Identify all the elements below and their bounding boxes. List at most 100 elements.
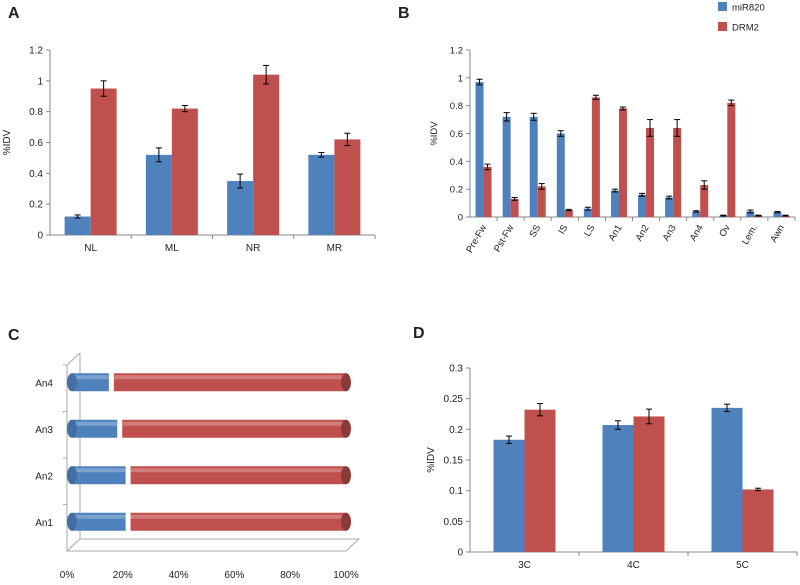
bar-mir820-an1 — [610, 190, 619, 217]
y-tick-label: 0.15 — [444, 456, 464, 467]
y-tick-label: An3 — [35, 425, 53, 436]
cylinder-cap-left — [67, 466, 77, 485]
bar-mir820-5c — [711, 407, 743, 552]
y-axis-title: %IDV — [426, 447, 437, 473]
x-tick-label: An1 — [607, 223, 625, 243]
bar-drm2-an4 — [700, 184, 709, 217]
cylinder-highlight — [72, 421, 118, 426]
bar-mir820-nl — [64, 216, 91, 235]
bar-mir820-an2 — [638, 194, 647, 217]
y-tick-label: 0.2 — [29, 200, 43, 211]
y-tick-label: 0 — [458, 213, 463, 224]
x-tick-label: 100% — [333, 570, 359, 581]
cylinder-cap-left — [67, 419, 77, 438]
bar-drm2-ml — [171, 108, 198, 235]
y-tick-label: 1 — [458, 73, 463, 84]
y-tick-label: 0.05 — [444, 517, 464, 528]
bar-drm2-is — [564, 210, 573, 217]
bar-drm2-ov — [727, 102, 736, 217]
y-tick-label: 0.4 — [450, 157, 463, 168]
y-tick-label: 0.6 — [29, 138, 43, 149]
chart-floor — [65, 538, 361, 552]
panel-letter-c: C — [8, 327, 20, 344]
x-tick-label: 3C — [518, 560, 531, 571]
bar-drm2-ls — [591, 97, 600, 217]
x-tick-label: 80% — [280, 570, 300, 581]
y-tick-label: 0.25 — [444, 394, 464, 405]
y-tick-label: 0 — [457, 548, 463, 559]
cylinder-cap-left — [67, 373, 77, 392]
y-tick-label: An1 — [35, 518, 53, 529]
bar-mir820-nr — [227, 181, 254, 235]
x-tick-label: MR — [327, 243, 343, 254]
x-tick-label: Pre-Fw — [464, 223, 489, 255]
x-tick-label: Awn — [768, 223, 787, 244]
bar-drm2-nr — [253, 74, 280, 236]
bar-mir820-pstfw — [502, 116, 511, 217]
x-tick-label: 20% — [113, 570, 133, 581]
y-tick-label: 0.3 — [449, 364, 463, 375]
panel-letter-a: A — [8, 5, 20, 22]
y-tick-label: 0.1 — [449, 486, 463, 497]
y-axis-title: %IDV — [429, 121, 440, 146]
x-tick-label: 5C — [736, 560, 749, 571]
bar-mir820-ss — [529, 116, 538, 217]
x-tick-label: 60% — [224, 570, 244, 581]
bar-drm2-an2 — [646, 127, 655, 217]
y-tick-label: 1 — [37, 76, 43, 87]
x-tick-label: An2 — [634, 223, 652, 243]
y-tick-label: 0.4 — [29, 169, 43, 180]
y-tick-label: 1.2 — [450, 46, 463, 57]
bar-drm2-an1 — [618, 108, 627, 217]
bar-drm2-3c — [524, 409, 556, 552]
x-tick-label: NL — [84, 243, 97, 254]
x-tick-label: Pst-Fw — [492, 223, 516, 254]
panel-letter-d: D — [413, 325, 425, 342]
cylinder-highlight — [113, 375, 346, 380]
panel-c-chart: 0% 20% 40% 60% 80% 100% An1 An2 An3 An4 — [35, 352, 361, 581]
bar-drm2-pstfw — [510, 198, 519, 217]
x-tick-label: 4C — [627, 560, 640, 571]
cylinder-cap-right — [341, 466, 351, 485]
cylinder-cap-right — [341, 512, 351, 531]
panel-d-chart: 0 0.05 0.1 0.15 0.2 0.25 0.3 %IDV 3C 4C 5C — [426, 364, 798, 571]
y-tick-label: 0.8 — [29, 107, 43, 118]
bar-mir820-prefw — [475, 82, 484, 217]
panel-a-chart: 0 0.2 0.4 0.6 0.8 1 1.2 %IDV NL ML NR MR — [2, 46, 376, 254]
bar-drm2-nl — [90, 88, 117, 236]
x-tick-label: IS — [556, 223, 570, 236]
cylinder-cap-right — [341, 373, 351, 392]
y-tick-label: 0.2 — [449, 425, 463, 436]
y-axis-title: %IDV — [2, 129, 13, 155]
legend-label-mir820: miR820 — [732, 3, 765, 14]
bar-drm2-prefw — [483, 166, 492, 217]
x-tick-label: 0% — [60, 570, 75, 581]
bar-mir820-an4 — [692, 211, 701, 217]
legend-swatch-drm2 — [718, 22, 727, 31]
bar-mir820-ls — [583, 208, 592, 217]
bar-mir820-lem — [746, 211, 755, 217]
legend-swatch-mir820 — [718, 2, 727, 11]
y-tick-label: An4 — [35, 378, 53, 389]
y-tick-label: 0.2 — [450, 185, 463, 196]
cylinder-highlight — [72, 514, 126, 519]
x-tick-label: NR — [246, 243, 260, 254]
x-tick-label: 40% — [169, 570, 189, 581]
bar-mir820-ml — [145, 154, 172, 235]
bar-drm2-4c — [633, 416, 665, 552]
bar-mir820-an3 — [665, 197, 674, 217]
cylinder-highlight — [72, 468, 126, 473]
x-tick-label: An4 — [688, 223, 706, 243]
bar-mir820-mr — [308, 154, 335, 235]
bar-drm2-ss — [537, 186, 546, 217]
y-tick-label: 0.6 — [450, 129, 463, 140]
x-tick-label: An3 — [661, 223, 679, 243]
back-wall-edge — [66, 352, 81, 366]
bar-drm2-mr — [334, 139, 361, 235]
x-tick-label: LS — [582, 223, 597, 239]
x-tick-label: Lem. — [740, 223, 760, 247]
cylinder-cap-right — [341, 419, 351, 438]
bar-mir820-4c — [602, 425, 634, 552]
x-tick-label: ML — [165, 243, 179, 254]
